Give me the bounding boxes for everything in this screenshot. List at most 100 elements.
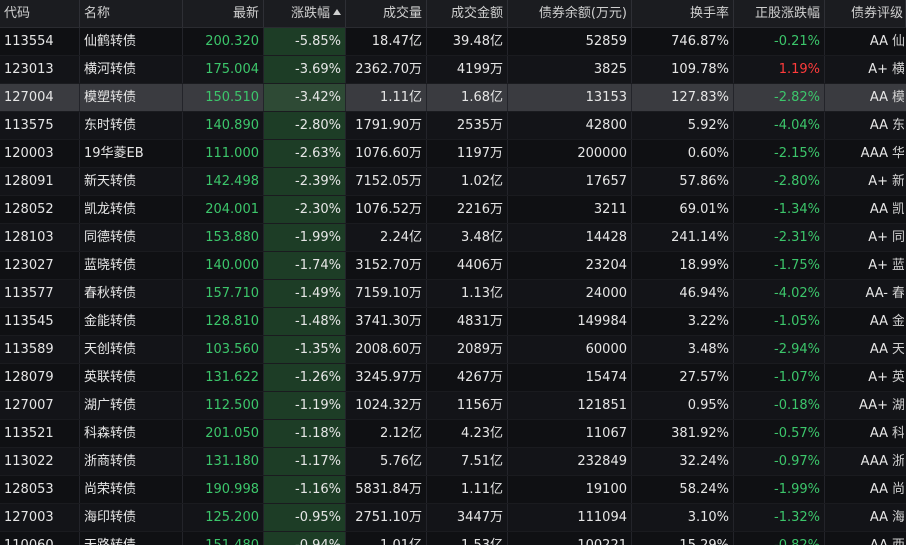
- cell-code: 128079: [0, 364, 80, 391]
- cell-issuer-truncated: 横: [892, 62, 904, 77]
- cell-turnover: 3.22%: [632, 308, 734, 335]
- cell-rating-value: AA: [869, 482, 888, 497]
- table-row[interactable]: 123013 横河转债 175.004 -3.69% 2362.70万 4199万 3825…: [0, 56, 906, 84]
- cell-code: 127007: [0, 392, 80, 419]
- table-row[interactable]: 127004 模塑转债 150.510 -3.42% 1.11亿 1.68亿 13153 12…: [0, 84, 906, 112]
- table-row[interactable]: 128053 尚荣转债 190.998 -1.16% 5831.84万 1.11亿 1910…: [0, 476, 906, 504]
- cell-turnover: 0.95%: [632, 392, 734, 419]
- cell-stock-change: -1.07%: [734, 364, 825, 391]
- cell-price: 157.710: [183, 280, 264, 307]
- cell-price: 112.500: [183, 392, 264, 419]
- cell-amount: 2216万: [427, 196, 508, 223]
- cell-change: -1.18%: [264, 420, 346, 447]
- table-row[interactable]: 128103 同德转债 153.880 -1.99% 2.24亿 3.48亿 14428 24…: [0, 224, 906, 252]
- cell-stock-change: -2.15%: [734, 140, 825, 167]
- cell-stock-change: -1.75%: [734, 252, 825, 279]
- cell-turnover: 381.92%: [632, 420, 734, 447]
- column-header-balance[interactable]: 债券余额(万元): [508, 0, 632, 27]
- cell-rating-value: AA: [869, 118, 888, 133]
- cell-volume: 1024.32万: [346, 392, 427, 419]
- cell-rating: A+ 同: [825, 224, 906, 251]
- cell-issuer-truncated: 浙: [892, 454, 904, 469]
- cell-issuer-truncated: 海: [892, 510, 904, 525]
- cell-volume: 5.76亿: [346, 448, 427, 475]
- table-row[interactable]: 120003 19华菱EB 111.000 -2.63% 1076.60万 1197万 20…: [0, 140, 906, 168]
- cell-name: 湖广转债: [80, 392, 183, 419]
- table-row[interactable]: 113589 天创转债 103.560 -1.35% 2008.60万 2089万 6000…: [0, 336, 906, 364]
- column-header-code[interactable]: 代码: [0, 0, 80, 27]
- cell-name: 天创转债: [80, 336, 183, 363]
- table-row[interactable]: 110060天路转债151.480-0.94%1.01亿1.53亿1002211…: [0, 532, 906, 545]
- cell-code: 113589: [0, 336, 80, 363]
- cell-price: 103.560: [183, 336, 264, 363]
- table-row[interactable]: 113577 春秋转债 157.710 -1.49% 7159.10万 1.13亿 2400…: [0, 280, 906, 308]
- table-row[interactable]: 113521 科森转债 201.050 -1.18% 2.12亿 4.23亿 11067 38…: [0, 420, 906, 448]
- cell-turnover: 32.24%: [632, 448, 734, 475]
- table-row[interactable]: 113545 金能转债 128.810 -1.48% 3741.30万 4831万 1499…: [0, 308, 906, 336]
- cell-rating-value: AA: [870, 532, 888, 545]
- cell-rating-value: AA: [869, 510, 888, 525]
- column-header-volume[interactable]: 成交量: [346, 0, 427, 27]
- cell-name: 尚荣转债: [80, 476, 183, 503]
- cell-name: 科森转债: [80, 420, 183, 447]
- cell-amount: 7.51亿: [427, 448, 508, 475]
- cell-turnover: 746.87%: [632, 28, 734, 55]
- cell-turnover: 109.78%: [632, 56, 734, 83]
- cell-rating-value: AA: [869, 90, 888, 105]
- cell-name: 新天转债: [80, 168, 183, 195]
- cell-amount: 1.68亿: [427, 84, 508, 111]
- cell-balance: 17657: [508, 168, 632, 195]
- table-row[interactable]: 113575 东时转债 140.890 -2.80% 1791.90万 2535万 4280…: [0, 112, 906, 140]
- table-row[interactable]: 128091 新天转债 142.498 -2.39% 7152.05万 1.02亿 1765…: [0, 168, 906, 196]
- cell-stock-change: -1.32%: [734, 504, 825, 531]
- cell-price: 150.510: [183, 84, 264, 111]
- cell-rating: AA 西: [825, 532, 906, 545]
- column-header-change[interactable]: 涨跌幅: [264, 0, 346, 27]
- cell-price: 200.320: [183, 28, 264, 55]
- column-header-turnover[interactable]: 换手率: [632, 0, 734, 27]
- cell-amount: 3447万: [427, 504, 508, 531]
- cell-balance: 24000: [508, 280, 632, 307]
- cell-issuer-truncated: 尚: [892, 482, 904, 497]
- cell-issuer-truncated: 仙: [892, 34, 904, 49]
- column-header-price[interactable]: 最新: [183, 0, 264, 27]
- table-row[interactable]: 127007 湖广转债 112.500 -1.19% 1024.32万 1156万 1218…: [0, 392, 906, 420]
- cell-rating: AA- 春: [825, 280, 906, 307]
- column-header-rating[interactable]: 债券评级: [825, 0, 906, 27]
- column-header-name[interactable]: 名称: [80, 0, 183, 27]
- cell-stock-change: -0.82%: [734, 532, 825, 545]
- cell-price: 142.498: [183, 168, 264, 195]
- cell-rating-value: AAA: [860, 146, 888, 161]
- table-row[interactable]: 127003 海印转债 125.200 -0.95% 2751.10万 3447万 1110…: [0, 504, 906, 532]
- cell-volume: 2.24亿: [346, 224, 427, 251]
- column-header-stock-change[interactable]: 正股涨跌幅: [734, 0, 825, 27]
- cell-balance: 42800: [508, 112, 632, 139]
- table-row[interactable]: 113554 仙鹤转债 200.320 -5.85% 18.47亿 39.48亿 52859…: [0, 28, 906, 56]
- column-header-amount[interactable]: 成交金额: [427, 0, 508, 27]
- cell-name: 凯龙转债: [80, 196, 183, 223]
- cell-balance: 3825: [508, 56, 632, 83]
- cell-rating: AA 仙: [825, 28, 906, 55]
- cell-rating-value: AA+: [858, 398, 888, 413]
- cell-price: 140.890: [183, 112, 264, 139]
- cell-stock-change: -4.04%: [734, 112, 825, 139]
- cell-issuer-truncated: 蓝: [892, 258, 904, 273]
- table-row[interactable]: 128079 英联转债 131.622 -1.26% 3245.97万 4267万 1547…: [0, 364, 906, 392]
- cell-rating: AA+ 湖: [825, 392, 906, 419]
- cell-price: 111.000: [183, 140, 264, 167]
- cell-stock-change: 1.19%: [734, 56, 825, 83]
- cell-rating: AA 尚: [825, 476, 906, 503]
- table-row[interactable]: 128052 凯龙转债 204.001 -2.30% 1076.52万 2216万 3211…: [0, 196, 906, 224]
- cell-change: -3.69%: [264, 56, 346, 83]
- cell-amount: 1.02亿: [427, 168, 508, 195]
- cell-code: 123027: [0, 252, 80, 279]
- table-row[interactable]: 113022 浙商转债 131.180 -1.17% 5.76亿 7.51亿 232849 3…: [0, 448, 906, 476]
- table-row[interactable]: 123027 蓝晓转债 140.000 -1.74% 3152.70万 4406万 2320…: [0, 252, 906, 280]
- cell-amount: 39.48亿: [427, 28, 508, 55]
- cell-rating-value: AA: [869, 342, 888, 357]
- cell-change: -5.85%: [264, 28, 346, 55]
- cell-rating-value: AA-: [865, 286, 888, 301]
- cell-change: -1.19%: [264, 392, 346, 419]
- cell-code: 113022: [0, 448, 80, 475]
- cell-change: -2.80%: [264, 112, 346, 139]
